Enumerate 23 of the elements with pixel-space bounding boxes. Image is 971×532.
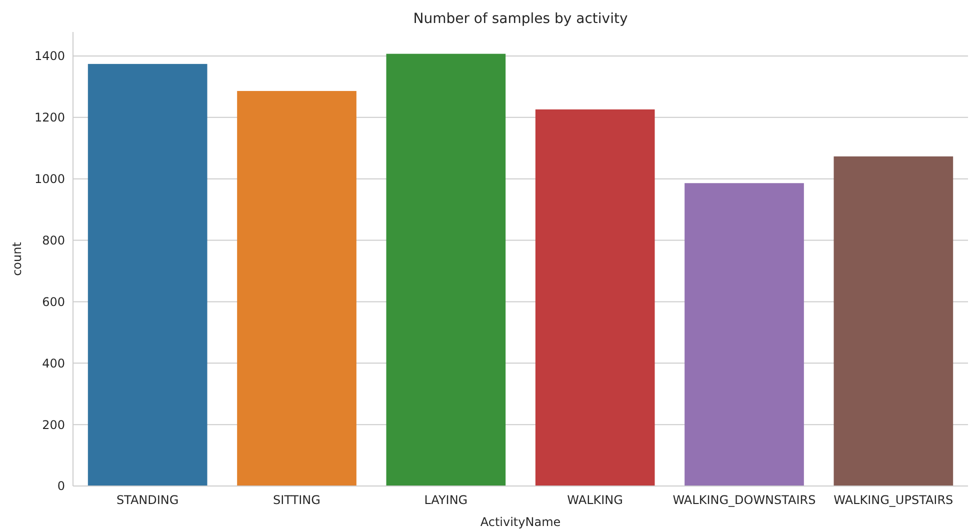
y-tick-label: 0 [57, 479, 65, 494]
y-tick-label: 1400 [34, 49, 65, 64]
x-tick-label: STANDING [116, 493, 179, 507]
chart-title: Number of samples by activity [413, 11, 628, 27]
bar [237, 90, 356, 486]
y-axis-title: count [10, 242, 24, 276]
bar [88, 64, 208, 486]
bar [535, 109, 655, 486]
x-tick-label: WALKING [567, 493, 623, 507]
y-tick-label: 200 [42, 418, 65, 432]
y-tick-label: 400 [42, 356, 65, 370]
y-tick-label: 800 [42, 233, 65, 248]
bar [684, 183, 804, 486]
y-tick-label: 1200 [34, 110, 65, 125]
bar [386, 54, 506, 486]
y-tick-label: 1000 [34, 172, 65, 186]
x-tick-label: WALKING_UPSTAIRS [834, 493, 954, 507]
x-tick-label: SITTING [273, 493, 320, 507]
x-tick-label: LAYING [424, 493, 468, 507]
y-tick-label: 600 [42, 294, 65, 309]
x-axis-title: ActivityName [480, 515, 561, 529]
x-tick-label: WALKING_DOWNSTAIRS [672, 493, 816, 507]
bar [834, 156, 954, 486]
